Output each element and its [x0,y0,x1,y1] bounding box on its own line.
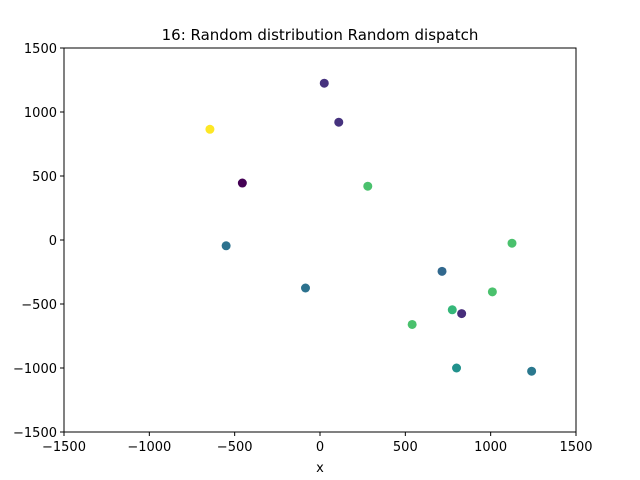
data-point [487,287,497,297]
x-tick-label: 0 [316,440,324,455]
y-tick-label: −500 [21,298,57,313]
chart-title: 16: Random distribution Random dispatch [162,26,479,44]
x-tick-label: 1500 [559,440,592,455]
plot-frame [63,47,577,433]
data-point [447,305,457,315]
data-point [334,117,344,127]
x-tick-label: −500 [217,440,253,455]
x-tick-label: 1000 [474,440,507,455]
data-point [452,363,462,373]
data-point [237,178,247,188]
ticks-layer: −1500 −1000 −500 0 500 1000 1500 −1500 −1000 −500… [13,42,593,455]
y-tick-label: 1500 [24,42,57,57]
y-tick-label: 0 [49,234,57,249]
x-axis-label: x [316,461,324,476]
data-point [205,124,215,134]
y-tick-label: 500 [32,170,57,185]
x-tick-label: 500 [393,440,418,455]
data-point [221,241,231,251]
data-point [363,181,373,191]
data-point [300,283,310,293]
y-tick-label: 1000 [24,106,57,121]
data-point [437,266,447,276]
x-tick-label: −1500 [42,440,86,455]
data-point [507,238,517,248]
data-point [457,309,467,319]
y-tick-label: −1000 [13,362,57,377]
data-point [319,78,329,88]
data-point [527,366,537,376]
points-layer [205,78,537,376]
data-point [407,319,417,329]
y-tick-label: −1500 [13,426,57,441]
x-tick-label: −1000 [127,440,171,455]
